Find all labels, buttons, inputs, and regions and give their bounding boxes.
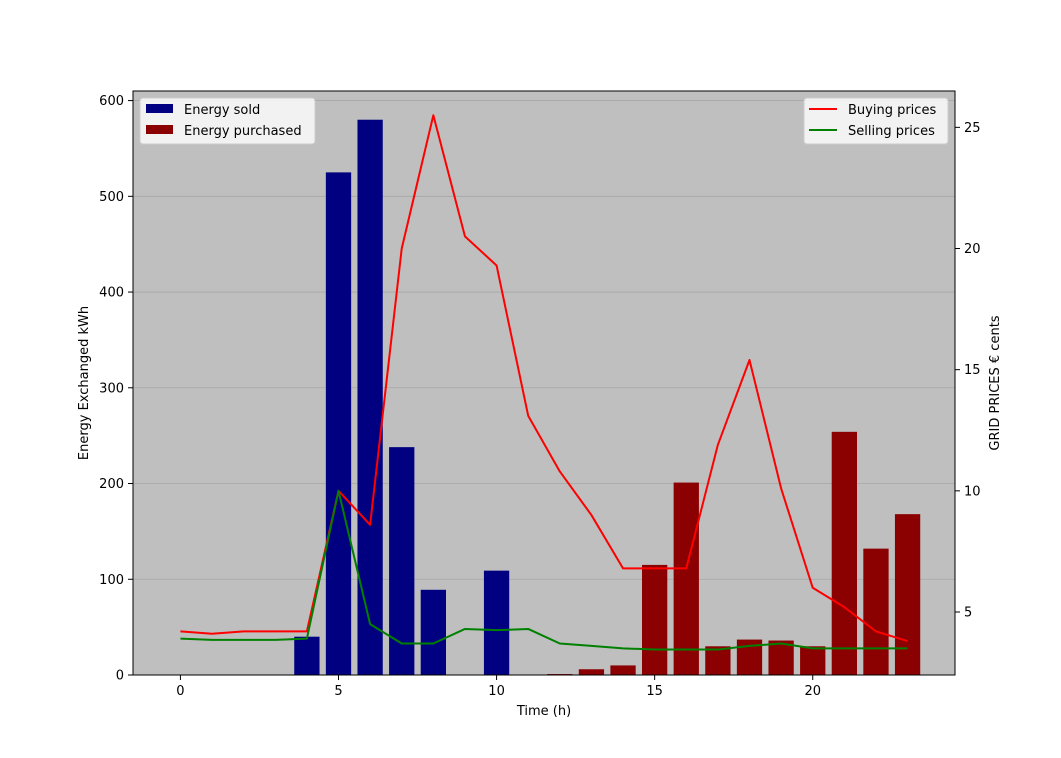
y2-tick-label-20: 20 — [964, 242, 981, 257]
y-tick-label-100: 100 — [99, 573, 124, 588]
legend-swatch-energy-sold — [146, 104, 173, 113]
bar-energy-purchased-16 — [673, 482, 699, 675]
x-tick-label-10: 10 — [488, 684, 505, 699]
legend-label-selling-prices: Selling prices — [848, 124, 935, 139]
y2-tick-label-10: 10 — [964, 484, 981, 499]
bar-energy-purchased-15 — [642, 564, 668, 675]
x-tick-label-15: 15 — [646, 684, 663, 699]
y-tick-label-600: 600 — [99, 94, 124, 109]
bars — [294, 119, 921, 675]
plot-background — [133, 91, 955, 675]
y-axis-label: Energy Exchanged kWh — [77, 306, 92, 460]
bar-energy-purchased-22 — [863, 548, 889, 675]
y2-axis-label: GRID PRICES € cents — [988, 315, 1003, 450]
plot-frame — [132, 90, 956, 676]
bar-energy-purchased-21 — [831, 431, 857, 675]
legend-right-box — [803, 97, 949, 145]
bar-energy-sold-4 — [294, 636, 320, 675]
x-axis-label: Time (h) — [516, 704, 571, 719]
price-lines — [180, 114, 908, 651]
y2-tick-label-15: 15 — [964, 363, 981, 378]
bar-energy-purchased-19 — [768, 640, 794, 675]
y-tick-label-400: 400 — [99, 286, 124, 301]
bar-energy-purchased-20 — [800, 646, 826, 675]
bar-energy-sold-10 — [483, 570, 510, 675]
legend-left-box — [139, 97, 316, 145]
y-tick-label-500: 500 — [99, 190, 124, 205]
y-tick-label-200: 200 — [99, 477, 124, 492]
bar-energy-sold-8 — [420, 589, 446, 675]
bar-energy-purchased-14 — [610, 665, 636, 675]
line-selling-prices — [180, 489, 908, 651]
x-tick-label-20: 20 — [804, 684, 821, 699]
legend-label-energy-sold: Energy sold — [184, 103, 260, 118]
y-tick-label-0: 0 — [116, 669, 124, 684]
legend-left: Energy sold Energy purchased — [139, 97, 316, 145]
bar-energy-purchased-17 — [705, 646, 731, 675]
legend-label-energy-purchased: Energy purchased — [184, 124, 302, 139]
bar-energy-sold-7 — [389, 447, 415, 675]
x-tick-label-0: 0 — [176, 684, 184, 699]
bar-energy-purchased-23 — [894, 514, 921, 675]
bar-energy-sold-5 — [325, 172, 352, 675]
bar-energy-sold-6 — [357, 119, 383, 675]
x-tick-label-5: 5 — [334, 684, 342, 699]
legend-swatch-energy-purchased — [146, 125, 173, 134]
y2-tick-label-25: 25 — [964, 121, 981, 136]
legend-right: Buying prices Selling prices — [803, 97, 949, 145]
legend-label-buying-prices: Buying prices — [848, 103, 936, 118]
y2-tick-label-5: 5 — [964, 605, 972, 620]
bar-energy-purchased-13 — [578, 669, 605, 675]
line-buying-prices — [180, 114, 908, 643]
y-tick-label-300: 300 — [99, 381, 124, 396]
